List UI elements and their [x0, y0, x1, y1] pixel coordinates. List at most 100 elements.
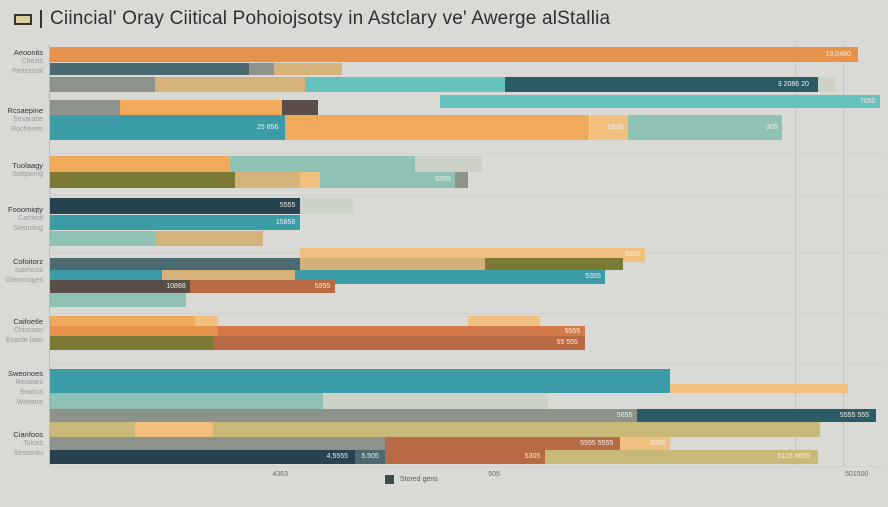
bar-segment	[50, 231, 155, 246]
bar-segment	[589, 115, 628, 140]
legend-label: Stored gens	[400, 476, 438, 483]
bar-segment	[323, 393, 548, 409]
bar-segment	[50, 326, 218, 337]
bar-segment	[50, 156, 231, 172]
bar-segment	[217, 326, 585, 337]
y-axis-line	[49, 44, 50, 466]
bar-value-label: 15858	[275, 218, 296, 226]
bar-segment	[50, 450, 355, 464]
gridline	[49, 195, 884, 196]
bar-segment	[235, 172, 300, 188]
bar-segment	[544, 450, 818, 464]
bar-segment	[636, 409, 876, 422]
category-label: Caifoetle	[13, 317, 43, 326]
bar-value-label: 5855	[625, 251, 641, 258]
bar-segment	[119, 100, 283, 115]
bar-segment	[274, 63, 343, 75]
bar-segment	[50, 422, 135, 437]
bar-segment	[282, 100, 319, 115]
bar-segment	[354, 450, 386, 464]
bar-segment	[50, 215, 300, 230]
x-tick-label: 501500	[845, 471, 869, 478]
bar-segment	[50, 115, 285, 140]
title-area: Ciincial' Oray Ciitical Pohoiojsotsy in …	[14, 8, 610, 30]
bar-segment	[134, 422, 213, 437]
bar-segment	[50, 77, 155, 92]
subcategory-label: Tolces	[23, 440, 43, 447]
bar-segment	[504, 77, 818, 92]
subcategory-label: Carriedt	[18, 215, 43, 222]
title-divider	[40, 10, 42, 28]
bar-value-label: 7050	[860, 97, 876, 105]
subcategory-label: Pertectsal	[11, 68, 43, 75]
bar-segment	[415, 156, 456, 172]
bar-value-label: 25 856	[256, 123, 279, 131]
bar-segment	[50, 293, 187, 307]
legend: Stored gens	[385, 475, 438, 484]
bar-value-label: 5555	[564, 327, 581, 335]
bar-value-label: 5555 5555	[580, 439, 614, 447]
bar-value-label: 5055	[650, 439, 666, 447]
bar-segment	[50, 280, 191, 293]
bar-value-label: 5355	[435, 176, 451, 183]
category-label: Cianfoos	[13, 430, 43, 439]
subcategory-label: Seatins	[19, 389, 43, 396]
bar-segment	[385, 450, 545, 464]
bar-segment	[154, 77, 305, 92]
x-tick-label: 505	[488, 471, 500, 478]
bar-segment	[154, 231, 264, 246]
category-label: Fooomiqty	[7, 205, 43, 214]
bar-segment	[299, 198, 353, 214]
window-icon	[14, 13, 32, 25]
bar-value-label: 3 2086 20	[777, 80, 809, 88]
subcategory-label: Sexarabe	[13, 116, 43, 123]
gridline	[49, 153, 884, 154]
subcategory-label: Exartle laan	[6, 337, 43, 344]
gridline	[795, 44, 796, 466]
bar-value-label: 5526	[607, 123, 624, 131]
bar-value-label: 5115 5055	[777, 453, 811, 460]
bar-segment	[670, 384, 848, 393]
subcategory-label: Rocherets	[11, 126, 43, 133]
bar-segment	[455, 156, 482, 172]
bar-segment	[299, 172, 320, 188]
bar-segment	[455, 172, 469, 188]
bar-value-label: 5655	[616, 411, 633, 419]
bar-segment	[190, 280, 335, 293]
chart-title: Ciincial' Oray Ciitical Pohoiojsotsy in …	[50, 8, 611, 29]
bar-value-label: 55 555	[556, 339, 578, 346]
bar-segment	[50, 384, 670, 393]
category-label: Sweonoes	[7, 369, 43, 378]
bar-segment	[50, 258, 300, 270]
bar-segment	[50, 198, 300, 214]
subcategory-label: Sessentu	[13, 450, 43, 457]
bar-segment	[440, 95, 880, 108]
gridline	[49, 364, 884, 365]
bar-value-label: 19,0480	[825, 50, 851, 58]
bar-segment	[212, 336, 585, 350]
legend-swatch	[385, 475, 394, 484]
bar-segment	[294, 270, 606, 284]
subcategory-label: Sesturing	[13, 225, 43, 232]
bar-value-label: 5955	[314, 282, 331, 290]
bar-segment	[230, 156, 416, 172]
bar-segment	[50, 369, 670, 385]
category-label: Rcsaepine	[7, 106, 43, 115]
bar-segment	[249, 63, 275, 75]
subcategory-label: Chezis	[21, 58, 43, 65]
bar-segment	[304, 77, 505, 92]
subcategory-label: Weeatre	[16, 399, 43, 406]
bar-segment	[385, 437, 621, 450]
bar-value-label: 5555 555	[839, 411, 870, 419]
bar-segment	[627, 115, 783, 140]
bar-value-label: 5555	[279, 202, 296, 209]
subcategory-label: Glemmages	[5, 277, 43, 284]
gridline	[49, 313, 884, 314]
category-label: Cofoitorz	[12, 257, 43, 266]
x-tick-label: 4363	[272, 471, 288, 478]
bar-segment	[50, 172, 236, 188]
gridline	[49, 466, 884, 467]
bar-value-label: 5305	[524, 453, 541, 460]
bar-segment	[50, 393, 324, 409]
bar-value-label: 305	[766, 123, 778, 131]
